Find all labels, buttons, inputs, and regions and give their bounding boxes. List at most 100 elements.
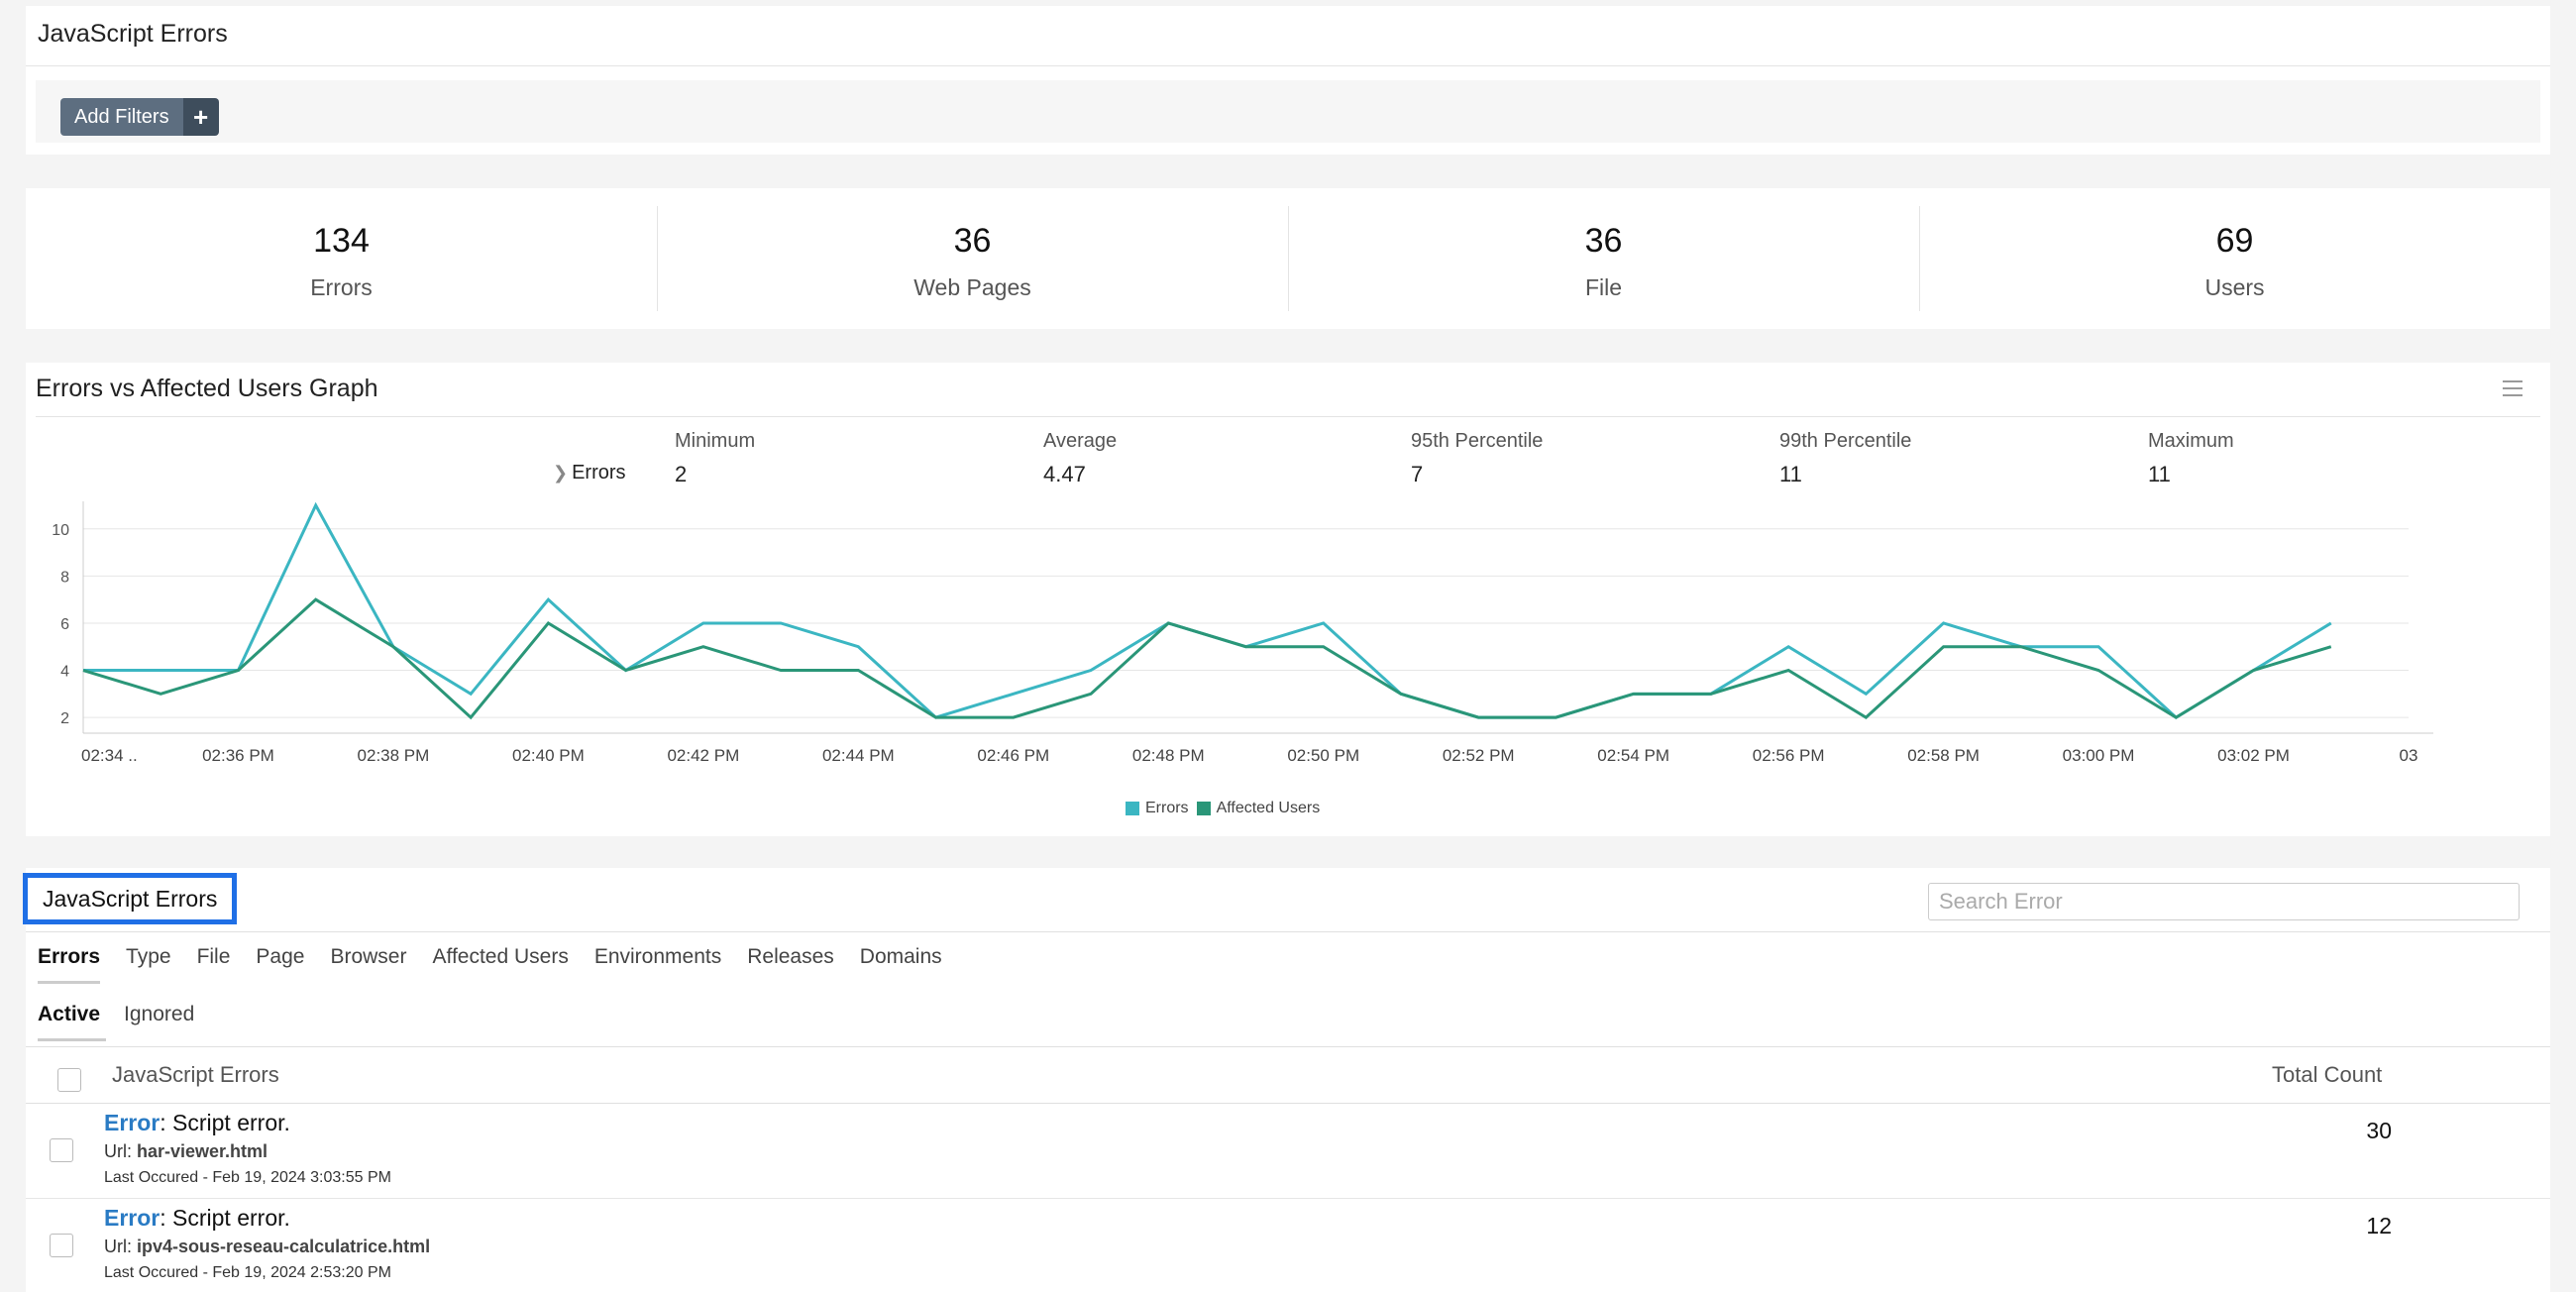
x-tick-label: 02:40 PM [512,746,585,765]
x-tick-label: 02:48 PM [1132,746,1205,765]
stat-header-p95: 95th Percentile [1411,430,1544,452]
header-divider [26,65,2550,66]
list-tabs: Errors Type File Page Browser Affected U… [38,945,942,984]
stat-header-average: Average [1043,430,1118,452]
series-label: Errors [572,462,626,484]
x-tick-label: 02:46 PM [977,746,1049,765]
stat-value-maximum: 11 [2148,462,2171,486]
error-title: Error: Script error. [104,1205,290,1232]
x-tick-label: 03 [2400,746,2418,765]
x-tick-label: 02:54 PM [1597,746,1669,765]
legend-swatch [1126,801,1139,815]
stat-errors: 134 Errors [26,188,657,329]
x-tick-label: 02:42 PM [667,746,739,765]
chart-legend: Errors Affected Users [1126,800,1320,817]
y-tick-label: 6 [60,616,69,633]
stat-value: 36 [1584,222,1623,260]
table-row[interactable]: Error: Script error. Url: har-viewer.htm… [26,1104,2550,1199]
chevron-right-icon: ❯ [553,463,569,483]
stat-value: 36 [953,222,992,260]
list-divider [26,931,2550,932]
y-tick-label: 8 [60,569,69,586]
search-error-input[interactable] [1928,883,2520,920]
tab-type[interactable]: Type [126,945,171,968]
url-value: har-viewer.html [137,1141,268,1161]
subtab-ignored[interactable]: Ignored [124,1003,195,1025]
x-tick-label: 02:56 PM [1753,746,1825,765]
page-title: JavaScript Errors [38,20,228,48]
legend-item-affected-users[interactable]: Affected Users [1196,800,1321,817]
last-occurred: Last Occured - Feb 19, 2024 2:53:20 PM [104,1264,391,1281]
tab-affected-users[interactable]: Affected Users [432,945,569,968]
x-tick-label: 03:02 PM [2217,746,2290,765]
stat-label: Web Pages [913,274,1031,300]
x-tick-label: 02:58 PM [1907,746,1980,765]
tab-environments[interactable]: Environments [593,945,722,968]
table-row[interactable]: Error: Script error. Url: ipv4-sous-rese… [26,1199,2550,1292]
stat-value-p99: 11 [1779,462,1802,486]
series-line-affected-users [82,597,2332,720]
x-tick-label: 02:34 .. [81,746,138,765]
stat-users: 69 Users [1919,188,2550,329]
graph-title: Errors vs Affected Users Graph [36,375,378,402]
x-tick-label: 02:52 PM [1443,746,1515,765]
series-line-errors [83,501,2332,719]
graph-divider [36,416,2540,417]
stat-web-pages: 36 Web Pages [657,188,1288,329]
url-label: Url: [104,1237,137,1256]
add-filters-button[interactable]: Add Filters + [60,98,219,136]
stat-value: 134 [313,222,370,260]
tab-page[interactable]: Page [256,945,305,968]
stat-header-p99: 99th Percentile [1779,430,1912,452]
error-message: : Script error. [160,1205,290,1231]
tab-domains[interactable]: Domains [859,945,942,968]
table-header: JavaScript Errors Total Count [26,1056,2550,1104]
list-subtabs: Active Ignored [38,1003,194,1041]
stat-value: 69 [2215,222,2254,260]
total-count: 30 [2366,1118,2392,1143]
subtabs-divider [26,1046,2550,1047]
summary-stats: 134 Errors 36 Web Pages 36 File 69 Users [26,188,2550,329]
stat-value-average: 4.47 [1043,462,1086,486]
stat-file: 36 File [1288,188,1919,329]
tab-errors[interactable]: Errors [38,945,101,984]
errors-list-card: JavaScript Errors Errors Type File Page … [23,868,2550,1292]
error-url: Url: har-viewer.html [104,1141,268,1162]
errors-line-chart[interactable]: 2 4 6 8 10 02:34 .. 02:36 PM 02:38 PM 02:40 PM 02… [26,501,2550,794]
error-title: Error: Script error. [104,1110,290,1136]
error-type-link[interactable]: Error [104,1205,161,1231]
subtab-active[interactable]: Active [38,1003,107,1041]
row-checkbox[interactable] [50,1234,73,1257]
add-filters-label: Add Filters [60,98,183,136]
column-header-errors: JavaScript Errors [112,1062,279,1087]
stat-label: File [1584,274,1623,300]
stat-header-maximum: Maximum [2148,430,2234,452]
tab-file[interactable]: File [196,945,231,968]
error-message: : Script error. [160,1110,290,1135]
legend-swatch [1196,801,1211,815]
url-value: ipv4-sous-reseau-calculatrice.html [137,1237,431,1256]
row-checkbox[interactable] [50,1138,73,1162]
total-count: 12 [2366,1213,2392,1238]
series-toggle[interactable]: ❯ Errors [553,462,626,484]
tab-releases[interactable]: Releases [747,945,834,968]
y-tick-label: 2 [60,710,69,727]
tab-browser[interactable]: Browser [330,945,407,968]
url-label: Url: [104,1141,137,1161]
last-occurred: Last Occured - Feb 19, 2024 3:03:55 PM [104,1169,391,1186]
stat-label: Errors [310,274,373,300]
table-header-divider [26,1103,2550,1104]
y-tick-label: 4 [60,664,69,681]
hamburger-menu-icon[interactable] [2503,380,2522,396]
legend-label: Errors [1145,800,1189,816]
list-title: JavaScript Errors [23,873,238,924]
error-type-link[interactable]: Error [104,1110,161,1135]
legend-item-errors[interactable]: Errors [1126,800,1189,817]
column-header-total-count[interactable]: Total Count [2272,1062,2383,1087]
plus-icon[interactable]: + [182,98,219,136]
legend-label: Affected Users [1216,800,1321,816]
graph-card: Errors vs Affected Users Graph ❯ Errors M… [26,363,2550,836]
x-tick-label: 03:00 PM [2063,746,2135,765]
x-tick-label: 02:36 PM [202,746,274,765]
select-all-checkbox[interactable] [57,1068,81,1092]
